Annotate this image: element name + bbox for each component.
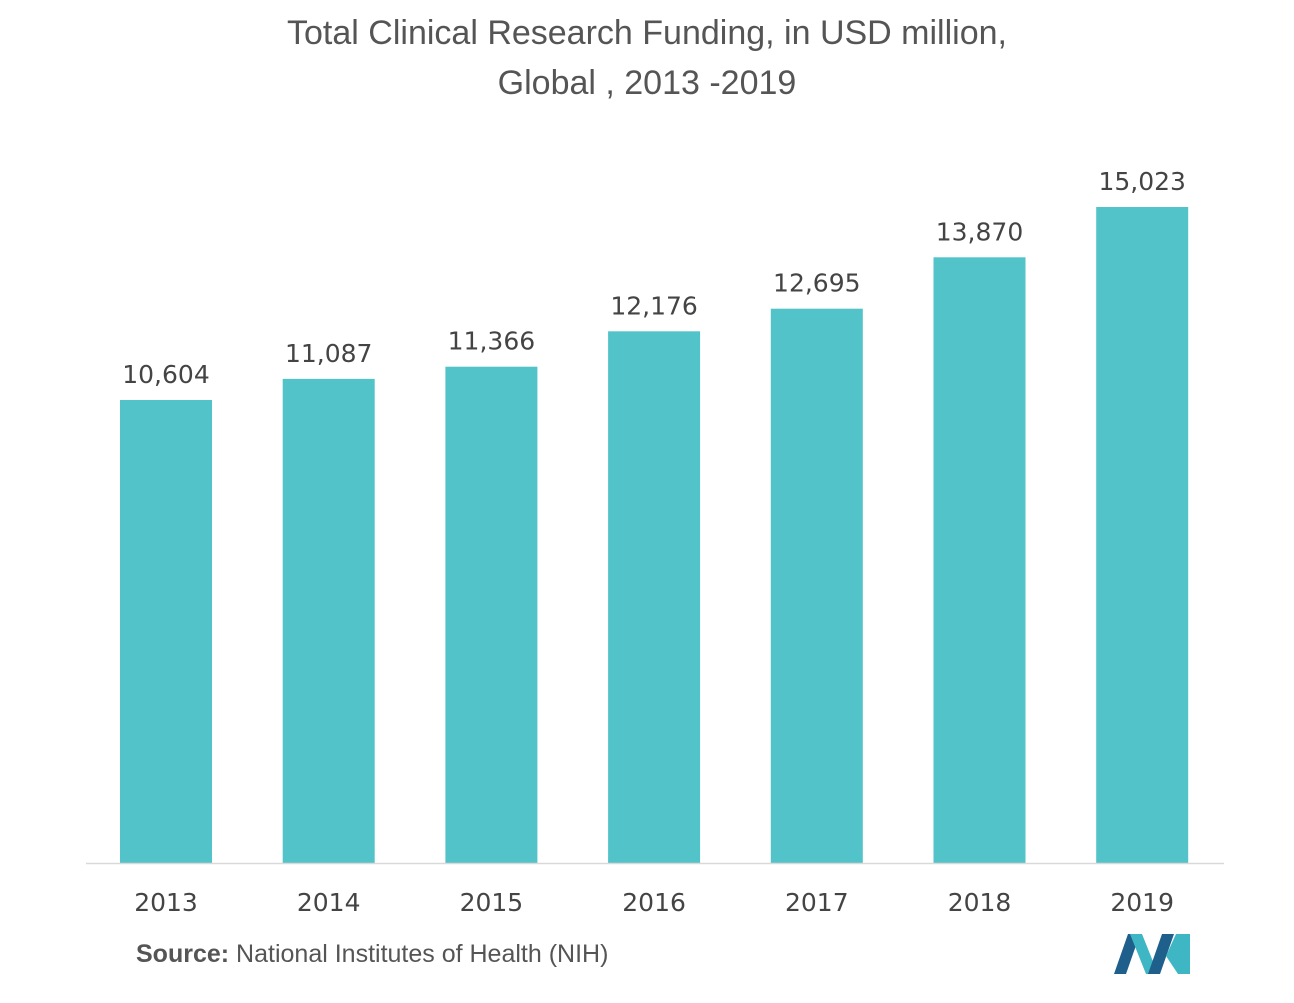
mordor-intelligence-logo-icon — [1114, 934, 1190, 974]
bar-2019 — [1096, 207, 1189, 863]
x-tick-label-2018: 2018 — [948, 888, 1012, 917]
source-note: Source: National Institutes of Health (N… — [136, 940, 608, 969]
bar-2018 — [933, 257, 1026, 863]
value-label-2015: 11,366 — [448, 327, 535, 356]
value-label-2017: 12,695 — [773, 269, 860, 298]
bar-2017 — [770, 308, 863, 863]
bar-2015 — [445, 366, 538, 863]
source-text: National Institutes of Health (NIH) — [236, 940, 609, 968]
x-tick-label-2015: 2015 — [460, 888, 524, 917]
value-label-2016: 12,176 — [610, 291, 697, 320]
chart-title: Total Clinical Research Funding, in USD … — [0, 8, 1294, 108]
chart-title-line-2: Global , 2013 -2019 — [497, 64, 797, 102]
value-labels-group: 10,604 11,087 11,366 12,176 12,695 13,870 15,0… — [122, 167, 1186, 389]
value-label-2018: 13,870 — [936, 217, 1023, 246]
x-tick-label-2019: 2019 — [1110, 888, 1174, 917]
x-tick-label-2013: 2013 — [134, 888, 198, 917]
source-label: Source: — [136, 940, 230, 968]
bars-group — [120, 207, 1189, 863]
x-tick-label-2014: 2014 — [297, 888, 361, 917]
x-tick-label-2016: 2016 — [622, 888, 686, 917]
bar-2013 — [120, 400, 212, 863]
value-label-2014: 11,087 — [285, 339, 372, 368]
chart-title-line-1: Total Clinical Research Funding, in USD … — [287, 14, 1007, 52]
x-tick-labels-group: 2013 2014 2015 2016 2017 2018 2019 — [134, 888, 1174, 917]
value-label-2013: 10,604 — [122, 360, 209, 389]
x-tick-label-2017: 2017 — [785, 888, 849, 917]
bar-2016 — [608, 331, 701, 863]
bar-2014 — [282, 378, 375, 863]
value-label-2019: 15,023 — [1098, 167, 1185, 196]
